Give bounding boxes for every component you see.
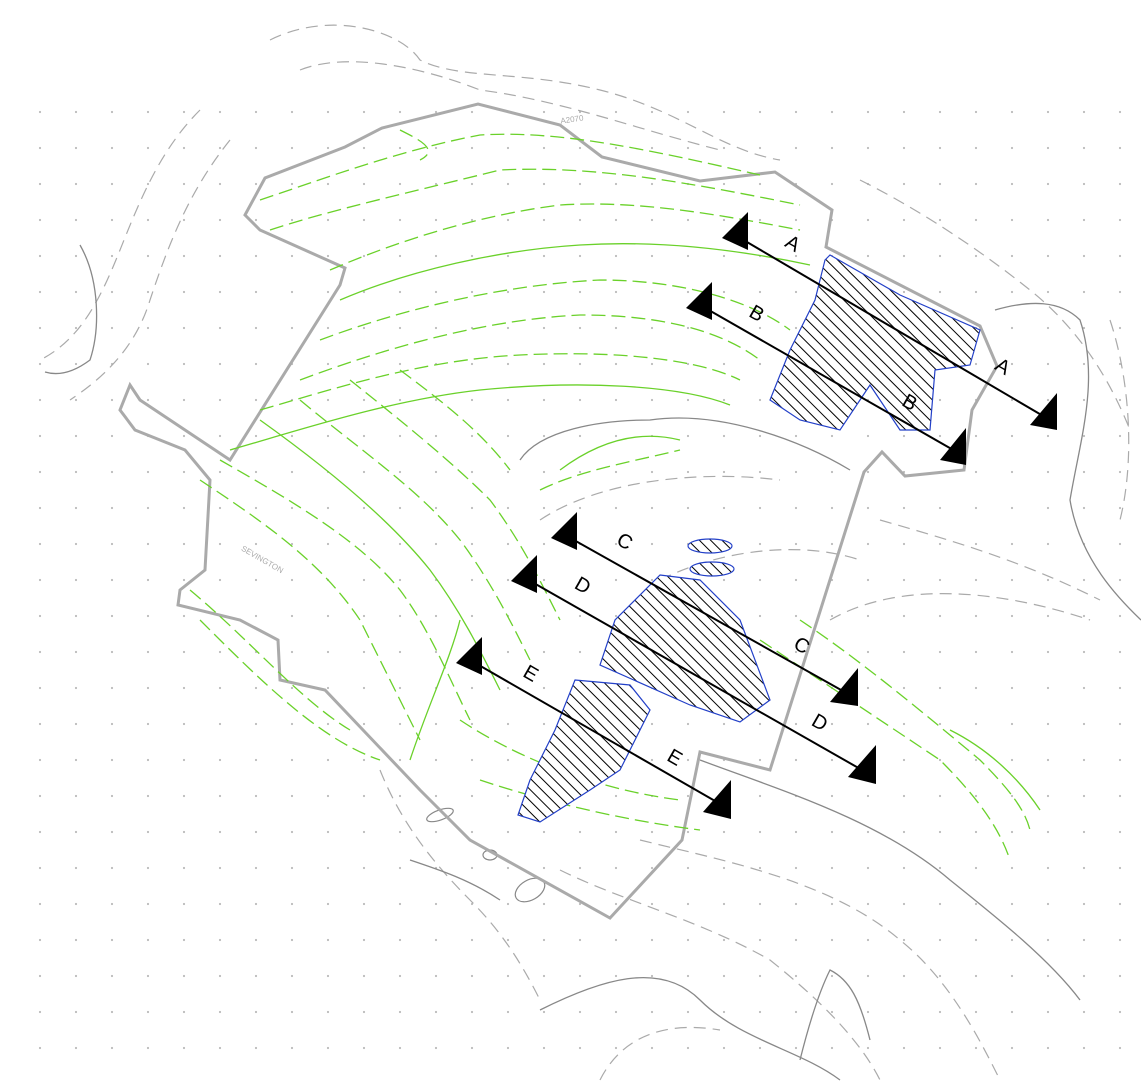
hatched-area (599, 574, 771, 723)
section-arrow (940, 428, 966, 465)
section-line (524, 577, 863, 771)
surrounding-contours (39, 24, 1141, 1081)
section-arrow (511, 555, 537, 593)
section-arrow (848, 745, 876, 784)
works-areas (517, 254, 981, 823)
site-contours (189, 129, 1041, 861)
road-label: A2070 (560, 113, 585, 125)
hatched-area (689, 561, 735, 577)
hatched-area (769, 254, 981, 431)
section-line (564, 534, 851, 696)
section-line (734, 234, 1051, 421)
hatched-area (687, 538, 733, 554)
section-arrow (456, 637, 482, 675)
section-arrow (722, 212, 748, 250)
survey-grid (30, 80, 1130, 1080)
section-line (469, 659, 723, 806)
section-line (699, 304, 963, 456)
section-arrow (830, 668, 858, 706)
section-arrows (456, 212, 1057, 819)
section-arrow (1030, 393, 1057, 430)
hatched-area (517, 679, 651, 823)
section-lines (469, 234, 1051, 806)
section-arrow (703, 780, 731, 819)
section-arrow (686, 282, 712, 320)
site-boundary (118, 102, 999, 920)
section-arrow (551, 512, 577, 550)
